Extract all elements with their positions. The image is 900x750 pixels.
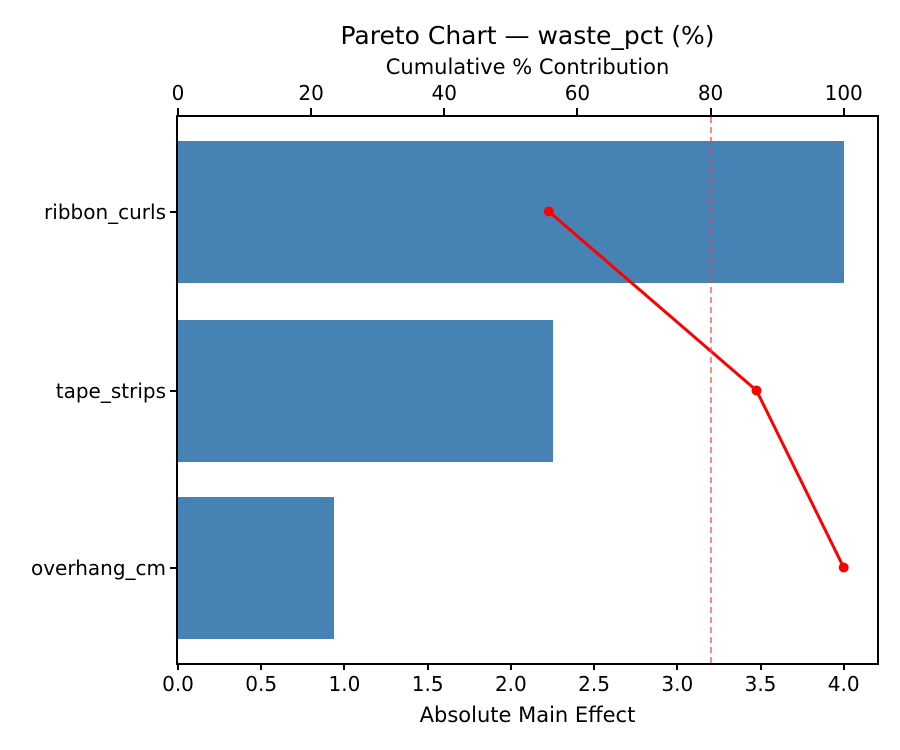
top-tick-label: 100: [824, 81, 863, 105]
bottom-tick-label: 2.0: [494, 672, 527, 696]
bottom-tick-mark: [509, 663, 512, 670]
top-tick-label: 60: [564, 81, 591, 105]
bottom-tick-label: 1.5: [411, 672, 444, 696]
top-axis-label: Cumulative % Contribution: [385, 55, 670, 79]
reference-line-80pct: [709, 117, 712, 663]
cumulative-point-tape_strips: [751, 385, 762, 396]
cumulative-point-ribbon_curls: [543, 206, 554, 217]
bottom-tick-mark: [759, 663, 762, 670]
chart-title: Pareto Chart — waste_pct (%): [340, 21, 715, 50]
bottom-tick-label: 1.0: [328, 672, 361, 696]
top-tick-mark: [842, 108, 845, 115]
bottom-tick-label: 0.5: [245, 672, 278, 696]
bottom-tick-mark: [343, 663, 346, 670]
category-label-ribbon_curls: ribbon_curls: [44, 199, 166, 224]
category-label-tape_strips: tape_strips: [55, 378, 166, 403]
plot-area: [176, 115, 879, 665]
bar-overhang_cm: [178, 496, 335, 639]
bottom-tick-mark: [177, 663, 179, 670]
category-tick-mark: [170, 389, 177, 392]
bottom-tick-label: 2.5: [578, 672, 610, 696]
top-tick-mark: [443, 108, 446, 115]
top-tick-label: 0: [171, 81, 185, 105]
bottom-tick-mark: [842, 663, 845, 670]
cumulative-line: [547, 210, 846, 569]
cumulative-point-overhang_cm: [838, 562, 849, 573]
bar-tape_strips: [178, 319, 553, 462]
top-tick-mark: [310, 108, 313, 115]
bottom-tick-mark: [676, 663, 679, 670]
top-tick-mark: [177, 108, 179, 115]
category-tick-mark: [170, 210, 177, 213]
bottom-tick-mark: [593, 663, 596, 670]
top-tick-mark: [576, 108, 579, 115]
top-tick-label: 40: [431, 81, 458, 105]
category-label-overhang_cm: overhang_cm: [30, 555, 166, 580]
top-tick-mark: [709, 108, 712, 115]
bottom-tick-label: 4.0: [827, 672, 860, 696]
bar-ribbon_curls: [178, 140, 844, 283]
cumulative-line-svg: [543, 206, 849, 573]
top-tick-label: 80: [697, 81, 724, 105]
bottom-tick-mark: [426, 663, 429, 670]
bottom-tick-label: 0.0: [162, 672, 194, 696]
category-tick-mark: [170, 566, 177, 569]
bottom-tick-label: 3.5: [744, 672, 777, 696]
bottom-tick-label: 3.0: [661, 672, 694, 696]
top-tick-label: 20: [298, 81, 324, 105]
bottom-tick-mark: [260, 663, 263, 670]
x-axis-label: Absolute Main Effect: [419, 703, 636, 727]
